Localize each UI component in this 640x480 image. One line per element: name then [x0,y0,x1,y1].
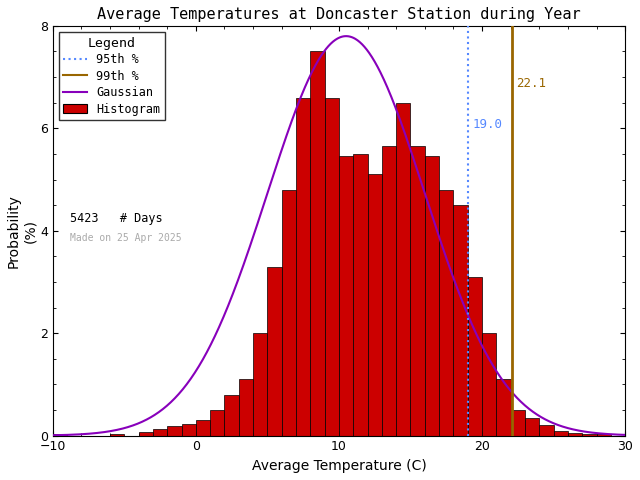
Bar [268,266,282,436]
Y-axis label: Probability
(%): Probability (%) [7,194,37,268]
Bar [410,146,425,436]
Bar [425,156,439,436]
Bar [196,420,210,436]
Bar [296,97,310,436]
Bar [324,97,339,436]
Bar [225,395,239,436]
Text: 22.1: 22.1 [516,77,547,90]
Bar [282,190,296,436]
Text: 5423   # Days: 5423 # Days [70,212,163,225]
Title: Average Temperatures at Doncaster Station during Year: Average Temperatures at Doncaster Statio… [97,7,580,22]
Bar [568,433,582,436]
Bar [139,432,153,436]
Bar [525,418,540,436]
Bar [367,174,382,436]
Bar [497,379,511,436]
Bar [253,333,268,436]
Bar [353,154,367,436]
Bar [540,425,554,436]
Bar [310,51,324,436]
Bar [511,410,525,436]
Bar [396,103,410,436]
Bar [210,410,225,436]
X-axis label: Average Temperature (C): Average Temperature (C) [252,459,426,473]
Bar [110,433,124,436]
Bar [52,433,67,436]
Bar [554,431,568,436]
Bar [468,277,482,436]
Bar [439,190,453,436]
Bar [339,156,353,436]
Bar [596,433,611,436]
Bar [153,430,167,436]
Text: Made on 25 Apr 2025: Made on 25 Apr 2025 [70,233,182,243]
Legend: 95th %, 99th %, Gaussian, Histogram: 95th %, 99th %, Gaussian, Histogram [59,32,165,120]
Bar [453,205,468,436]
Bar [482,333,497,436]
Bar [239,379,253,436]
Bar [182,424,196,436]
Bar [167,426,182,436]
Bar [382,146,396,436]
Text: 19.0: 19.0 [472,118,502,131]
Bar [582,433,596,436]
